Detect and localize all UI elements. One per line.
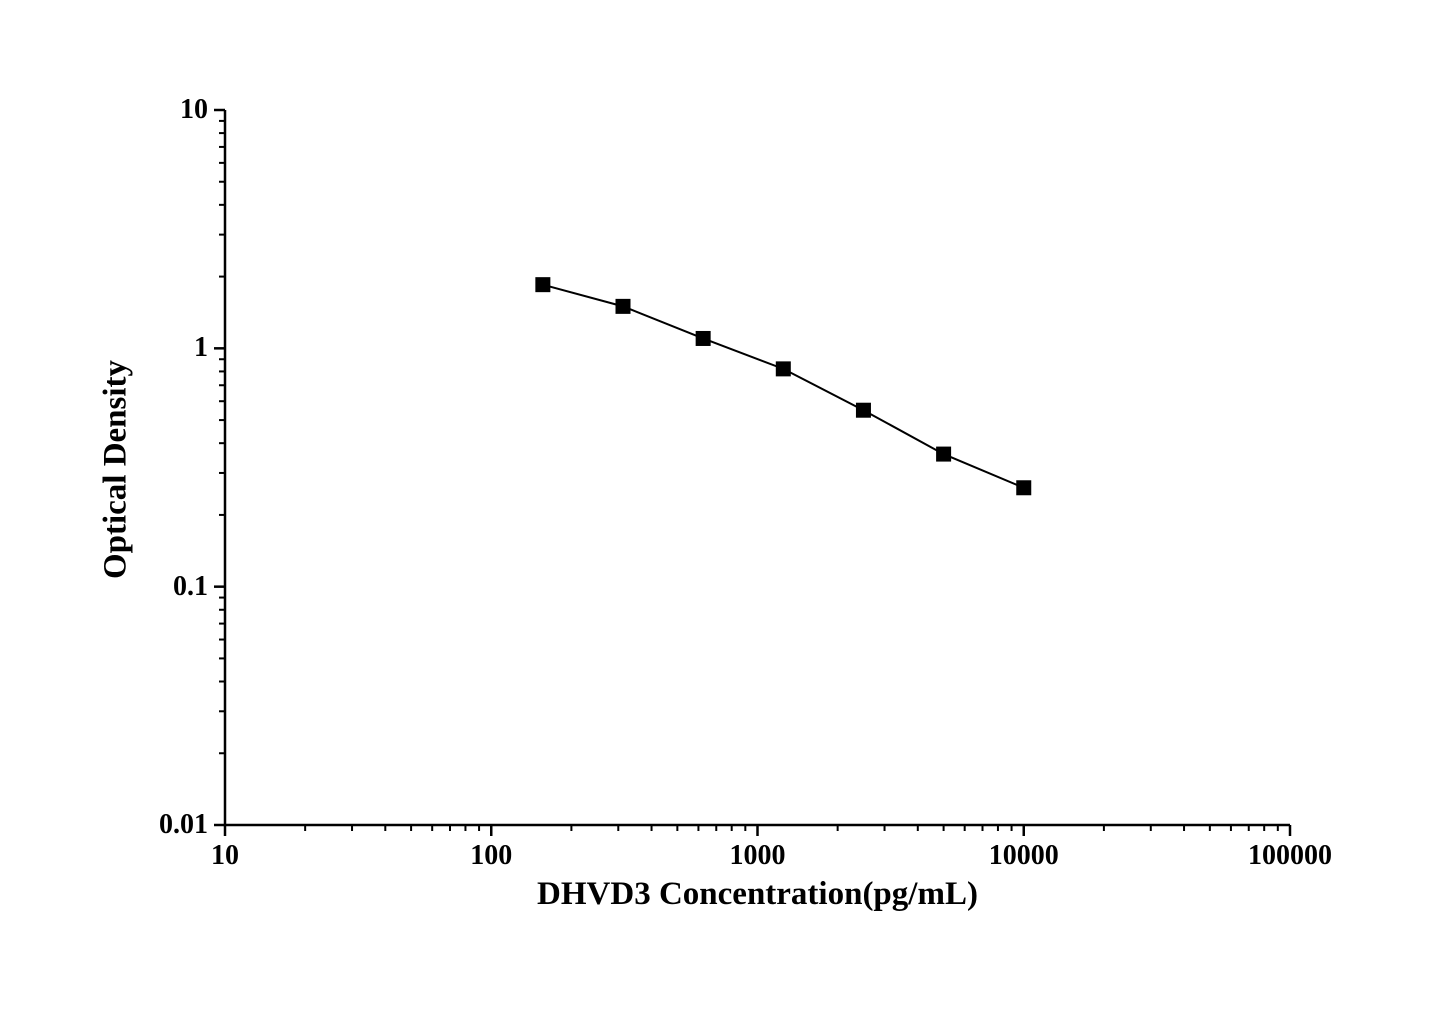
x-tick-label: 10 — [165, 840, 285, 872]
x-tick-label: 10000 — [964, 840, 1084, 872]
series-line — [543, 285, 1024, 488]
y-tick-label: 10 — [180, 94, 208, 126]
data-marker — [776, 361, 791, 376]
y-axis-title: Optical Density — [98, 320, 135, 620]
y-tick-label: 1 — [194, 332, 208, 364]
data-marker — [616, 299, 631, 314]
data-marker — [696, 331, 711, 346]
data-marker — [856, 403, 871, 418]
data-marker — [936, 447, 951, 462]
chart-container: Optical Density DHVD3 Concentration(pg/m… — [0, 0, 1445, 1009]
x-axis-title: DHVD3 Concentration(pg/mL) — [225, 876, 1290, 913]
y-tick-label: 0.01 — [159, 809, 208, 841]
data-marker — [535, 277, 550, 292]
y-tick-label: 0.1 — [173, 571, 208, 603]
x-tick-label: 100000 — [1230, 840, 1350, 872]
x-tick-label: 1000 — [698, 840, 818, 872]
data-marker — [1016, 480, 1031, 495]
x-tick-label: 100 — [431, 840, 551, 872]
